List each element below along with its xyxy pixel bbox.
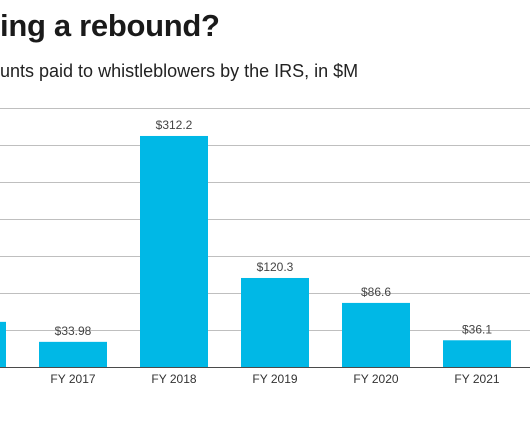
- bar-value-label: $36.1: [462, 322, 492, 336]
- chart-subtitle: unts paid to whistleblowers by the IRS, …: [0, 61, 359, 81]
- bar-value-label: $120.3: [257, 260, 294, 274]
- x-tick-label: FY 2018: [151, 372, 196, 386]
- bar: [241, 277, 309, 367]
- x-tick-label: FY 2019: [252, 372, 297, 386]
- bar: [39, 341, 107, 367]
- bar: [140, 135, 208, 367]
- x-tick-label: FY 2017: [50, 372, 95, 386]
- bar-value-label: $312.2: [156, 118, 193, 132]
- chart-title: ing a rebound?: [0, 8, 220, 43]
- bar: [342, 302, 410, 367]
- bar-value-labels: $33.98 $312.2 $120.3 $86.6 $36.1: [55, 118, 493, 338]
- x-axis-tick-labels: FY 2017 FY 2018 FY 2019 FY 2020 FY 2021: [50, 372, 499, 386]
- bar-value-label: $33.98: [55, 324, 92, 338]
- bar: [0, 321, 6, 367]
- bar: [443, 340, 511, 367]
- x-tick-label: FY 2021: [454, 372, 499, 386]
- bars: [0, 135, 511, 367]
- bar-value-label: $86.6: [361, 285, 391, 299]
- x-tick-label: FY 2020: [353, 372, 398, 386]
